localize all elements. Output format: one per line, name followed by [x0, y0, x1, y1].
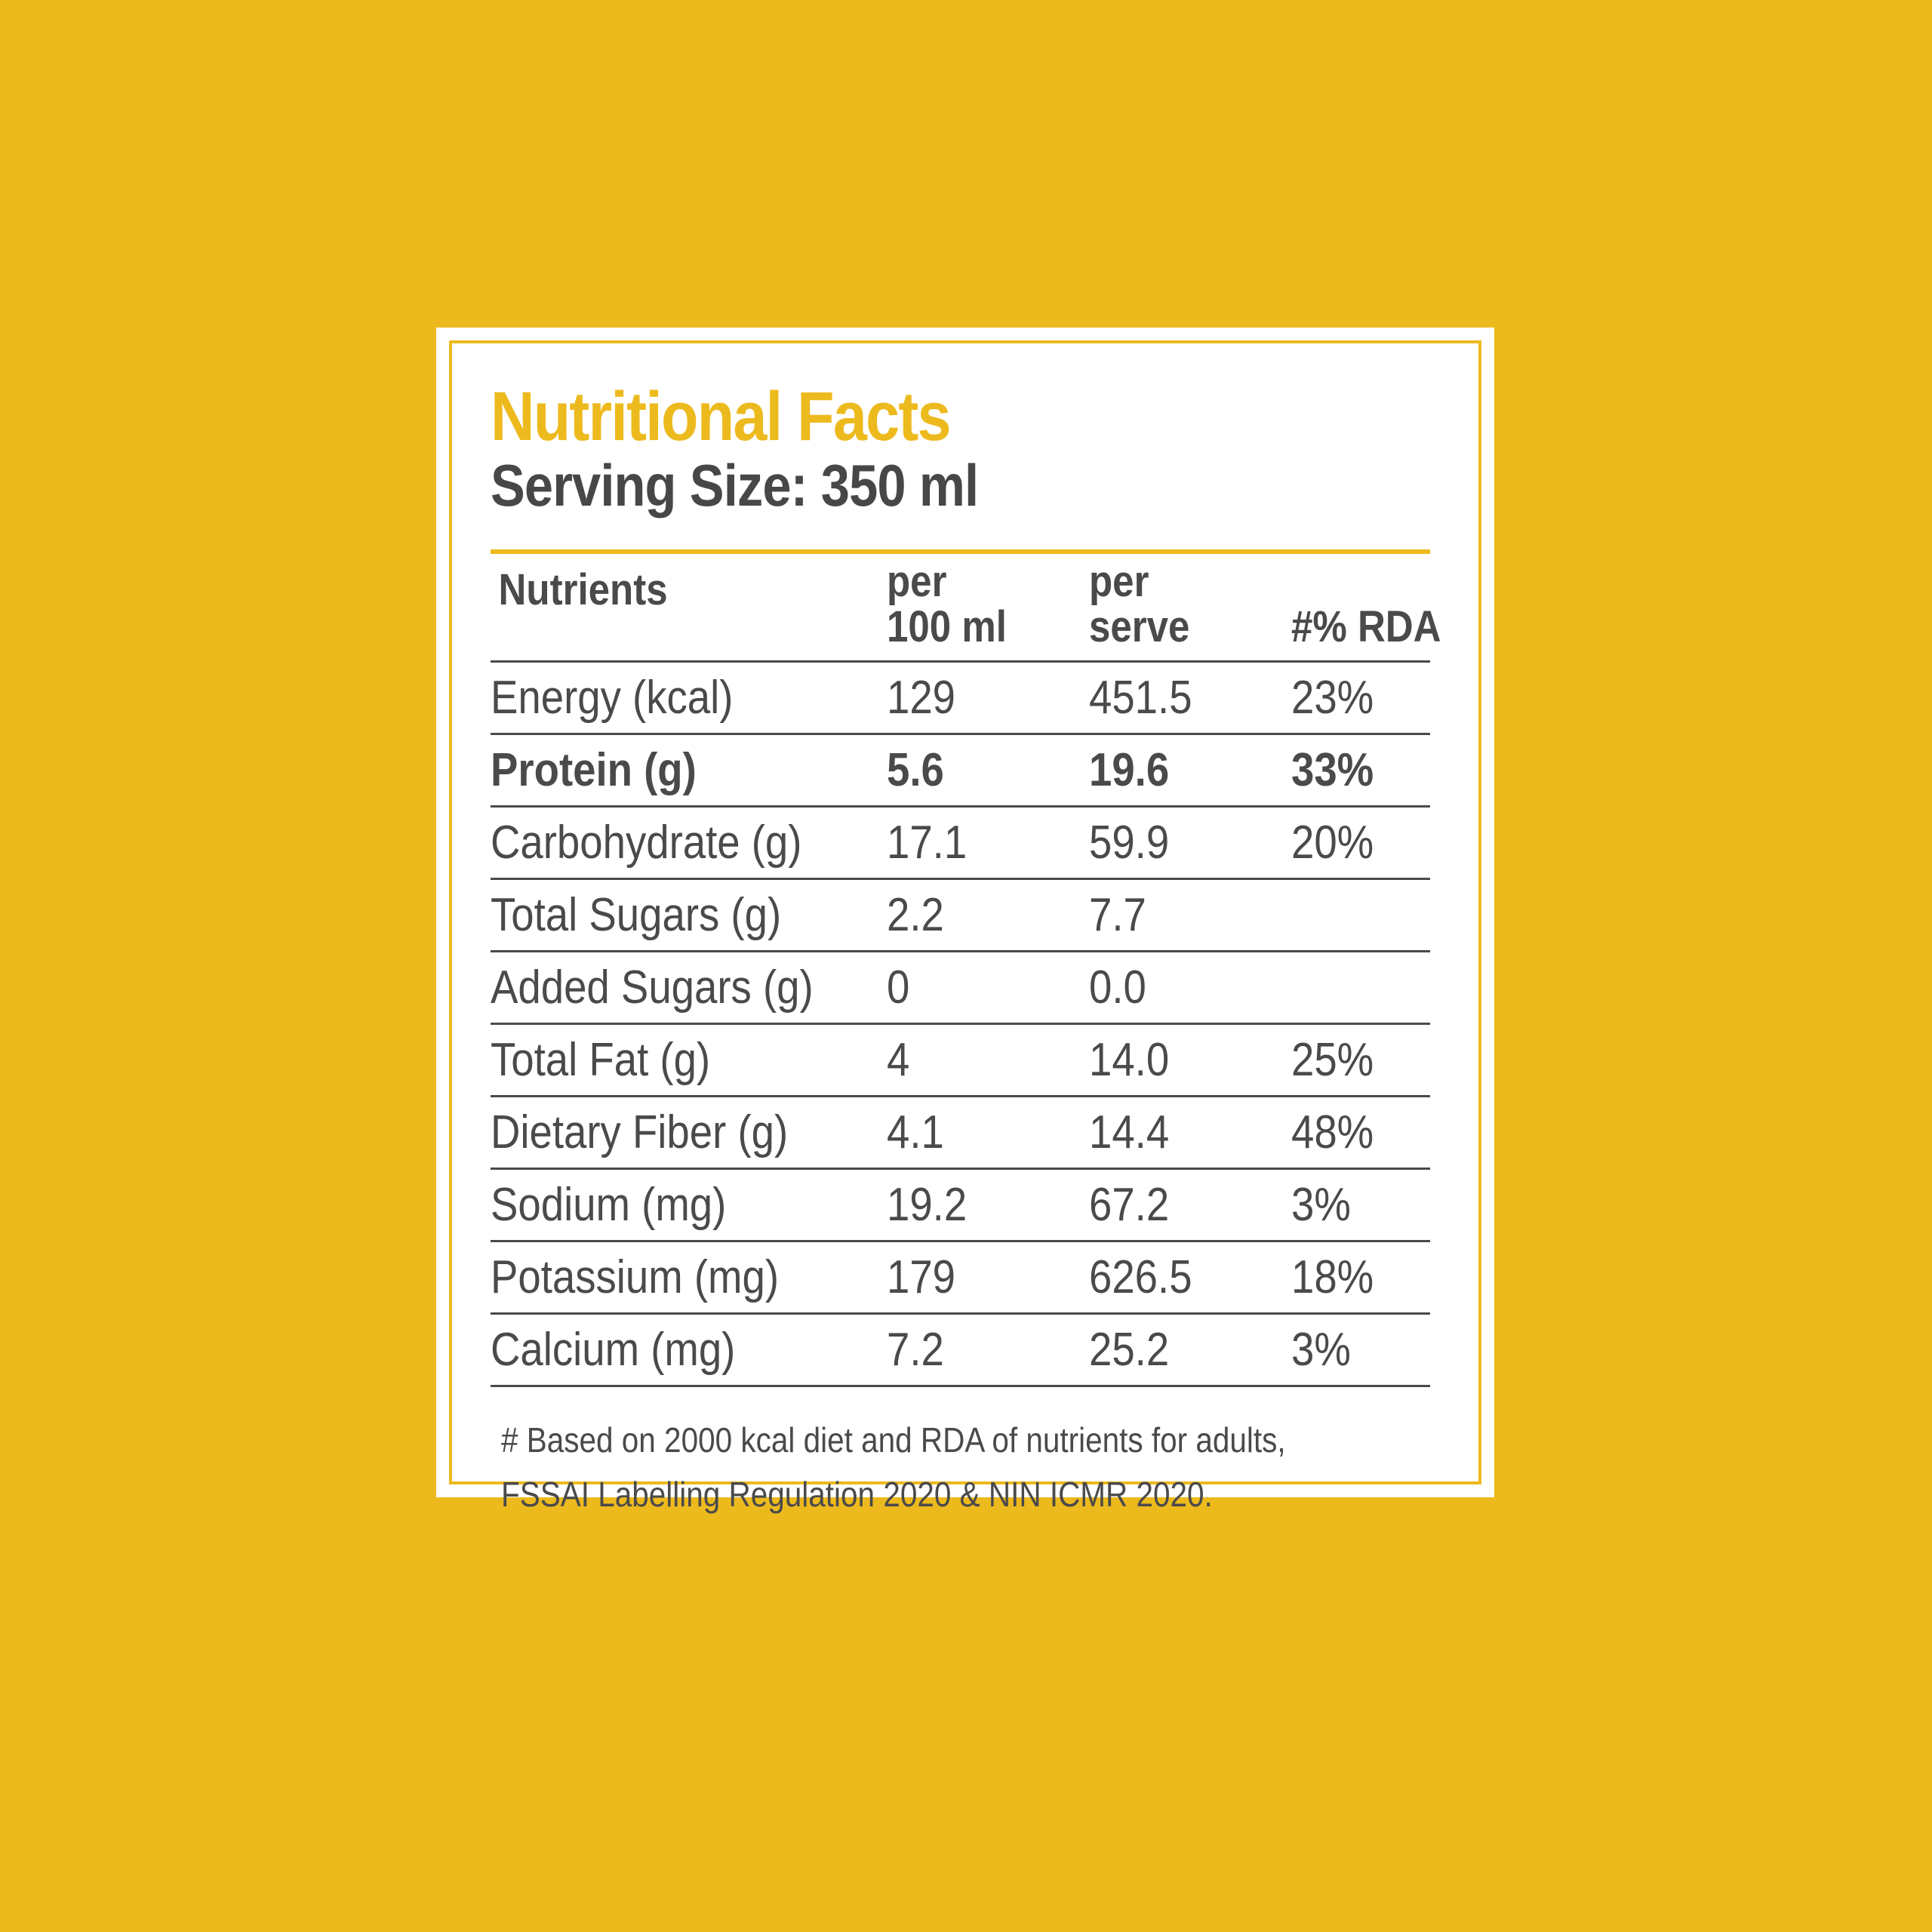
- table-row: Energy (kcal) 129 451.5 23%: [491, 661, 1430, 735]
- cell-per-serve: 19.6: [1089, 734, 1291, 808]
- footnote-line2: FSSAI Labelling Regulation 2020 & NIN IC…: [501, 1474, 1213, 1514]
- cell-per-100ml: 0: [887, 951, 1089, 1025]
- cell-nutrient: Dietary Fiber (g): [491, 1096, 887, 1170]
- cell-per-100ml: 5.6: [887, 734, 1089, 808]
- cell-rda: 33%: [1291, 734, 1430, 808]
- cell-rda: [1291, 951, 1430, 1025]
- card-inner-border: [449, 340, 1481, 1484]
- cell-rda: 3%: [1291, 1313, 1430, 1387]
- cell-per-serve: 14.4: [1089, 1096, 1291, 1170]
- cell-rda: 18%: [1291, 1241, 1430, 1315]
- header-rda: #% RDA: [1291, 554, 1441, 663]
- cell-per-100ml: 179: [887, 1241, 1089, 1315]
- table-row: Dietary Fiber (g) 4.1 14.4 48%: [491, 1096, 1430, 1170]
- cell-per-100ml: 2.2: [887, 878, 1089, 952]
- cell-nutrient: Protein (g): [491, 734, 887, 808]
- cell-nutrient: Carbohydrate (g): [491, 806, 887, 880]
- cell-per-serve: 14.0: [1089, 1023, 1291, 1097]
- cell-per-100ml: 7.2: [887, 1313, 1089, 1387]
- table-row: Total Sugars (g) 2.2 7.7: [491, 878, 1430, 952]
- table-row: Protein (g) 5.6 19.6 33%: [491, 734, 1430, 808]
- cell-per-serve: 25.2: [1089, 1313, 1291, 1387]
- cell-rda: [1291, 878, 1430, 952]
- title-divider: [491, 549, 1430, 554]
- cell-per-100ml: 4.1: [887, 1096, 1089, 1170]
- nutrition-table: Nutrients per 100 ml per serve: [491, 554, 1441, 1387]
- cell-nutrient: Sodium (mg): [491, 1168, 887, 1242]
- cell-rda: 3%: [1291, 1168, 1430, 1242]
- cell-per-100ml: 129: [887, 661, 1089, 735]
- table-row: Calcium (mg) 7.2 25.2 3%: [491, 1313, 1430, 1387]
- cell-nutrient: Calcium (mg): [491, 1313, 887, 1387]
- cell-nutrient: Added Sugars (g): [491, 951, 887, 1025]
- nutrition-card: Nutritional Facts Serving Size: 350 ml N…: [436, 328, 1494, 1514]
- cell-per-serve: 67.2: [1089, 1168, 1291, 1242]
- cell-per-serve: 59.9: [1089, 806, 1291, 880]
- table-row: Added Sugars (g) 0 0.0: [491, 951, 1430, 1025]
- cell-per-serve: 0.0: [1089, 951, 1291, 1025]
- header-per-serve-line2: serve: [1089, 601, 1190, 651]
- cell-rda: 25%: [1291, 1023, 1430, 1097]
- table-header-row: Nutrients per 100 ml per serve: [491, 554, 1441, 663]
- cell-rda: 20%: [1291, 806, 1430, 880]
- cell-nutrient: Energy (kcal): [491, 661, 887, 735]
- card-content: Nutritional Facts Serving Size: 350 ml N…: [491, 378, 1441, 1521]
- header-per-100ml: per 100 ml: [887, 554, 1089, 663]
- footnote: # Based on 2000 kcal diet and RDA of nut…: [501, 1413, 1322, 1521]
- table-row: Total Fat (g) 4 14.0 25%: [491, 1023, 1430, 1097]
- header-nutrients: Nutrients: [491, 554, 887, 663]
- table-row: Sodium (mg) 19.2 67.2 3%: [491, 1168, 1430, 1242]
- table-row: Potassium (mg) 179 626.5 18%: [491, 1241, 1430, 1315]
- cell-nutrient: Potassium (mg): [491, 1241, 887, 1315]
- cell-nutrient: Total Sugars (g): [491, 878, 887, 952]
- header-per-100ml-line2: 100 ml: [887, 601, 1007, 651]
- header-per-serve: per serve: [1089, 554, 1291, 663]
- nutrition-title: Nutritional Facts: [491, 378, 952, 455]
- table-row: Carbohydrate (g) 17.1 59.9 20%: [491, 806, 1430, 880]
- cell-per-serve: 7.7: [1089, 878, 1291, 952]
- cell-per-100ml: 4: [887, 1023, 1089, 1097]
- header-per-100ml-line1: per: [887, 556, 947, 606]
- header-per-serve-line1: per: [1089, 556, 1149, 606]
- cell-nutrient: Total Fat (g): [491, 1023, 887, 1097]
- cell-per-100ml: 19.2: [887, 1168, 1089, 1242]
- serving-size: Serving Size: 350 ml: [491, 452, 979, 518]
- footnote-line1: # Based on 2000 kcal diet and RDA of nut…: [501, 1420, 1286, 1460]
- cell-per-serve: 626.5: [1089, 1241, 1291, 1315]
- cell-per-100ml: 17.1: [887, 806, 1089, 880]
- cell-rda: 23%: [1291, 661, 1430, 735]
- cell-per-serve: 451.5: [1089, 661, 1291, 735]
- cell-rda: 48%: [1291, 1096, 1430, 1170]
